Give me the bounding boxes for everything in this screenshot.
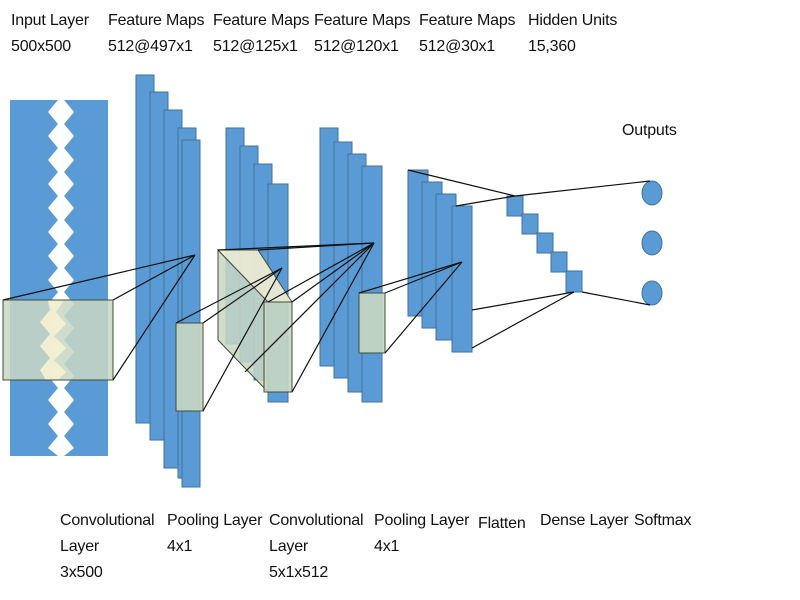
bottom-label-line: 4x1 [374,538,400,555]
bottom-label-line: 4x1 [167,538,193,555]
pooling-window-2 [358,292,386,354]
bottom-label-line: Pooling Layer [167,512,263,529]
outputs-label: Outputs [622,122,677,139]
input-layer-left-half [10,100,58,456]
feature-maps-30 [407,169,473,353]
input-kernel-window [2,299,114,381]
bottom-label-line: Layer [60,538,100,555]
connection-lines [2,169,651,412]
top-label-feature-maps-4: Feature Maps 512@30x1 [419,8,516,60]
top-label-value: 500x500 [11,38,71,55]
bottom-label-line: Pooling Layer [374,512,470,529]
bottom-label-line: Dense Layer [540,512,629,529]
bottom-label-pooling-2: Pooling Layer 4x1 [374,508,469,560]
top-label-hidden-units: Hidden Units 15,360 [528,8,617,60]
top-label-value: 15,360 [528,38,576,55]
feature-maps-497 [135,74,201,488]
bottom-label-line: Layer [269,538,309,555]
output-node-2 [641,230,663,256]
bottom-label-line: Softmax [634,512,692,529]
bottom-label-line: 3x500 [60,564,103,581]
feature-maps-120 [319,127,383,403]
output-nodes [641,180,663,306]
hidden-units [506,195,583,293]
top-label-value: 512@30x1 [419,38,496,55]
top-label-title: Feature Maps [419,12,516,29]
input-layer-right-half [64,100,108,456]
top-label-title: Hidden Units [528,12,618,29]
top-label-value: 512@497x1 [108,38,193,55]
bottom-label-line: Convolutional [60,512,155,529]
top-label-title: Feature Maps [108,12,205,29]
output-node-1 [641,180,663,206]
top-label-title: Feature Maps [314,12,411,29]
bottom-label-line: Convolutional [269,512,364,529]
bottom-label-flatten: Flatten [478,511,526,537]
top-label-feature-maps-3: Feature Maps 512@120x1 [314,8,411,60]
top-label-title: Input Layer [11,12,89,29]
top-label-feature-maps-2: Feature Maps 512@125x1 [213,8,310,60]
bottom-label-line: 5x1x512 [269,564,329,581]
bottom-label-softmax: Softmax [634,508,691,534]
top-label-input-layer: Input Layer 500x500 [11,8,89,60]
bottom-label-dense: Dense Layer [540,508,629,534]
input-layer-block [10,100,108,456]
pooling-window-1 [175,322,204,412]
output-node-3 [641,280,663,306]
top-label-feature-maps-1: Feature Maps 512@497x1 [108,8,205,60]
bottom-label-pooling-1: Pooling Layer 4x1 [167,508,262,560]
bottom-label-line: Flatten [478,515,526,532]
bottom-label-conv-1: Convolutional Layer 3x500 [60,508,155,586]
bottom-label-conv-2: Convolutional Layer 5x1x512 [269,508,364,586]
top-label-value: 512@120x1 [314,38,399,55]
top-label-value: 512@125x1 [213,38,298,55]
top-label-title: Feature Maps [213,12,310,29]
